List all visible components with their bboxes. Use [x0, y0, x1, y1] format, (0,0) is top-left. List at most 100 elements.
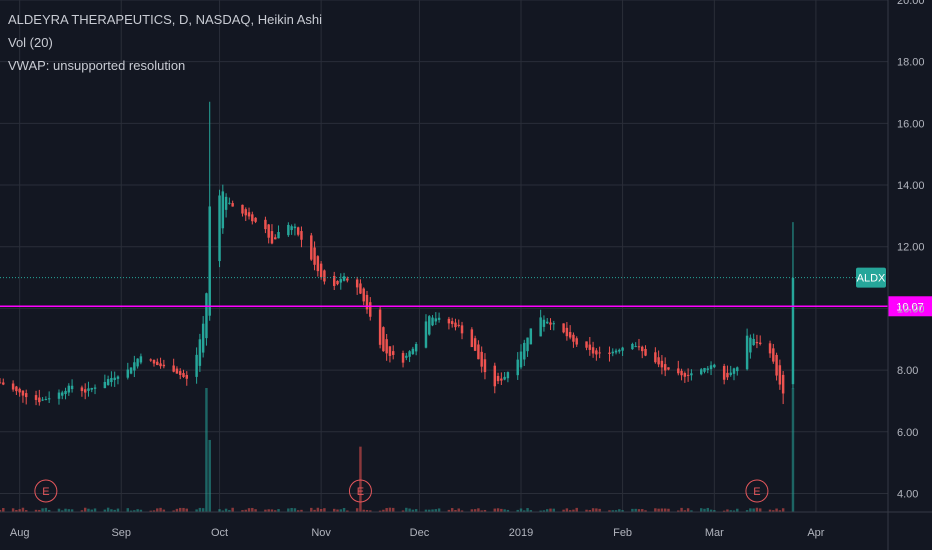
volume-bar [591, 508, 595, 512]
volume-bar [503, 509, 506, 512]
candle-body [732, 368, 736, 374]
candle-body [205, 293, 208, 339]
candle-body [385, 339, 388, 354]
volume-bar [775, 508, 778, 512]
candle-body [18, 388, 21, 393]
volume-bar [539, 510, 542, 512]
volume-bar [126, 508, 130, 512]
time-axis[interactable]: Aug Sep Oct Nov Dec 2019 Feb Mar Apr [0, 511, 932, 539]
volume-bar [382, 509, 385, 512]
grid-lines [0, 0, 888, 512]
y-tick-label: 18.00 [897, 57, 925, 69]
volume-bar [2, 508, 5, 512]
volume-bar [683, 510, 687, 512]
volume-bar [270, 509, 274, 512]
candle-body [752, 338, 755, 346]
volume-bar [677, 510, 680, 512]
symbol-tag-label: ALDX [857, 273, 886, 285]
volume-bar [339, 509, 343, 512]
candle-body [772, 348, 775, 362]
volume-bar [726, 509, 729, 512]
candle-body [621, 347, 624, 351]
horizontal-level-badge [888, 296, 932, 317]
candle-body [726, 372, 729, 378]
x-tick-label: Sep [111, 527, 131, 539]
candle-body [542, 319, 546, 327]
candle-body [90, 387, 93, 390]
candle-body [588, 344, 592, 350]
candle-body [208, 206, 211, 316]
volume-bar [598, 508, 601, 512]
volume-bar [244, 509, 247, 512]
volume-bar [565, 508, 569, 512]
volume-bar [47, 509, 51, 512]
candle-body [644, 348, 647, 356]
volume-bar [755, 507, 759, 512]
volume-bar [175, 508, 179, 512]
candle-body [706, 368, 710, 370]
heikin-ashi-candles [0, 101, 795, 406]
volume-bar [310, 507, 313, 512]
candle-body [182, 373, 185, 377]
candle-body [736, 367, 739, 372]
x-tick-label: Oct [211, 527, 228, 539]
volume-indicator-label[interactable]: Vol (20) [8, 35, 53, 50]
candle-body [549, 322, 552, 325]
candle-body [2, 382, 5, 385]
y-tick-label: 16.00 [897, 118, 925, 130]
candle-body [316, 256, 320, 272]
volume-bar [64, 508, 67, 512]
volume-bar [333, 508, 336, 512]
candle-body [745, 335, 749, 370]
candle-body [775, 354, 778, 376]
volume-bar [411, 509, 415, 512]
candle-body [267, 224, 270, 238]
candle-body [221, 191, 225, 229]
volume-bar [745, 510, 749, 512]
volume-bar [657, 508, 660, 512]
candle-body [149, 359, 152, 361]
volume-bar [24, 510, 28, 512]
price-axis[interactable]: 4.00 6.00 8.00 10.00 12.00 14.00 16.00 18.00 20.… [887, 0, 925, 550]
volume-bar [172, 510, 175, 512]
volume-bar [336, 509, 339, 512]
volume-bar [0, 509, 2, 512]
candle-body [493, 365, 497, 387]
candle-body [310, 235, 313, 260]
volume-bar [103, 509, 107, 512]
volume-bar [703, 508, 706, 512]
candle-body [477, 344, 480, 360]
candle-body [677, 368, 680, 374]
volume-bar [251, 507, 254, 512]
candle-body [139, 356, 143, 363]
y-tick-label: 14.00 [897, 180, 925, 192]
symbol-title[interactable]: ALDEYRA THERAPEUTICS, D, NASDAQ, Heikin … [8, 12, 323, 27]
candle-body [437, 317, 441, 320]
volume-bar [516, 509, 519, 512]
volume-bar [434, 509, 438, 512]
candle-body [44, 399, 48, 401]
candle-body [41, 399, 44, 401]
candle-body [323, 270, 326, 282]
earnings-marker-label: E [753, 486, 760, 498]
volume-bar [129, 510, 133, 512]
y-tick-label: 10.00 [897, 303, 925, 315]
candle-body [539, 317, 542, 337]
candle-body [333, 275, 336, 286]
volume-bar [713, 510, 716, 512]
vwap-indicator-label[interactable]: VWAP: unsupported resolution [8, 58, 186, 73]
candle-body [355, 279, 359, 288]
volume-bar [319, 508, 323, 512]
candle-body [791, 277, 795, 385]
volume-bar [552, 508, 555, 512]
candle-body [545, 321, 549, 324]
volume-bar [293, 508, 297, 512]
y-tick-label: 6.00 [897, 427, 918, 439]
volume-bar [667, 508, 670, 512]
volume-bar [549, 508, 552, 512]
volume-bar [11, 508, 15, 512]
candle-body [319, 263, 323, 278]
volume-bar [483, 509, 487, 512]
